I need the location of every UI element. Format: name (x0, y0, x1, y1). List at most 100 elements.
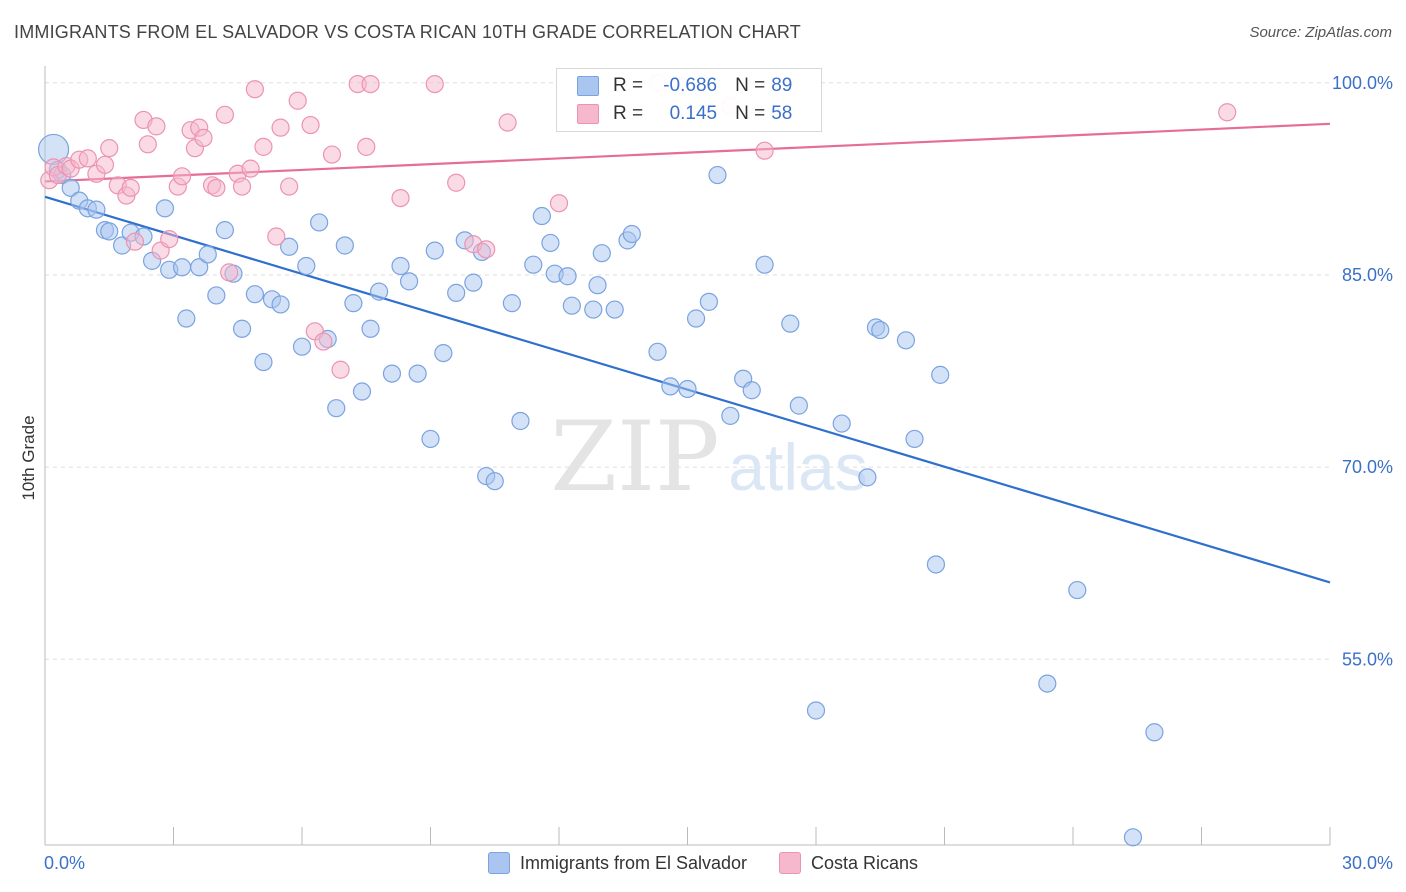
point-el-salvador (926, 555, 946, 574)
point-el-salvador (806, 701, 826, 720)
point-el-salvador (408, 364, 427, 383)
point-el-salvador (361, 319, 380, 338)
trend-line-costa-ricans (44, 122, 1331, 183)
point-el-salvador (708, 165, 727, 185)
correlation-legend: R = -0.686 N = 89 R = 0.145 N = 58 (556, 68, 822, 132)
point-costa-ricans (280, 177, 299, 196)
point-el-salvador (215, 221, 234, 240)
legend-r-label: R = (613, 75, 644, 96)
point-costa-ricans (207, 178, 226, 197)
point-costa-ricans (215, 105, 234, 124)
series-swatch-pink (779, 852, 802, 874)
point-el-salvador (592, 244, 611, 263)
x-tick-labels: 0.0% 30.0% (44, 853, 1393, 873)
x-tick-label: 0.0% (44, 853, 85, 873)
axes (44, 66, 1331, 846)
point-el-salvador (425, 241, 444, 260)
point-el-salvador (686, 309, 706, 328)
point-costa-ricans (498, 113, 517, 132)
y-tick-label: 85.0% (1342, 265, 1393, 285)
y-tick-label: 70.0% (1342, 457, 1393, 477)
point-el-salvador (648, 342, 667, 361)
point-costa-ricans (314, 332, 333, 351)
point-costa-ricans (160, 229, 179, 249)
point-costa-ricans (147, 117, 166, 136)
point-costa-ricans (357, 137, 376, 156)
point-el-salvador (588, 276, 607, 295)
point-el-salvador (335, 236, 354, 255)
point-costa-ricans (267, 227, 286, 246)
point-costa-ricans (425, 74, 444, 94)
point-el-salvador (172, 258, 192, 277)
point-costa-ricans (138, 135, 157, 154)
x-tick-label: 30.0% (1342, 853, 1393, 873)
y-axis-label: 10th Grade (19, 415, 38, 500)
point-el-salvador (622, 224, 641, 244)
legend-r-label: R = (613, 103, 644, 124)
point-el-salvador (280, 237, 299, 256)
point-el-salvador (399, 272, 419, 291)
point-el-salvador (742, 381, 761, 400)
point-costa-ricans (245, 80, 264, 99)
point-el-salvador (896, 331, 916, 350)
point-el-salvador (871, 320, 890, 340)
point-el-salvador (382, 364, 402, 383)
point-el-salvador (781, 314, 800, 333)
point-el-salvador (61, 178, 80, 197)
legend-swatch-blue (577, 76, 599, 96)
point-costa-ricans (361, 74, 380, 94)
series-legend-el-salvador[interactable]: Immigrants from El Salvador (487, 852, 748, 874)
point-costa-ricans (254, 137, 273, 156)
point-el-salvador (699, 292, 719, 311)
point-el-salvador (1068, 580, 1087, 600)
point-el-salvador (100, 222, 119, 241)
watermark-zip: ZIP (550, 401, 719, 513)
source-label: Source: ZipAtlas.com (1249, 24, 1392, 41)
point-costa-ricans (241, 159, 260, 178)
series-legend: Immigrants from El Salvador Costa Ricans (0, 852, 1406, 874)
point-costa-ricans (78, 149, 97, 168)
point-el-salvador (155, 199, 175, 218)
point-costa-ricans (549, 194, 569, 213)
y-tick-label: 100.0% (1332, 73, 1393, 93)
point-el-salvador (485, 472, 504, 491)
point-el-salvador (605, 300, 624, 319)
point-costa-ricans (232, 177, 252, 196)
legend-n-value: 58 (771, 103, 793, 124)
point-el-salvador (254, 352, 273, 372)
point-costa-ricans (391, 188, 410, 208)
point-el-salvador (931, 365, 950, 384)
point-el-salvador (327, 399, 346, 418)
point-el-salvador (541, 233, 560, 253)
watermark-atlas: atlas (728, 430, 867, 504)
point-costa-ricans (121, 178, 140, 197)
point-el-salvador (721, 406, 740, 425)
series-label-el-salvador: Immigrants from El Salvador (519, 852, 748, 873)
legend-n-label: N = (735, 103, 766, 124)
series-swatch-blue (487, 852, 510, 874)
point-el-salvador (584, 300, 603, 319)
legend-r-value: 0.145 (669, 103, 718, 124)
point-el-salvador (464, 273, 483, 292)
point-el-salvador (87, 200, 106, 219)
point-el-salvador (198, 245, 217, 264)
point-el-salvador (661, 377, 680, 396)
point-costa-ricans (301, 115, 320, 135)
point-el-salvador (352, 382, 372, 401)
point-costa-ricans (755, 141, 774, 160)
legend-row-el-salvador: R = -0.686 N = 89 (577, 75, 792, 97)
point-costa-ricans (322, 145, 342, 164)
point-el-salvador (447, 283, 466, 302)
point-costa-ricans (288, 91, 307, 110)
point-el-salvador (511, 411, 530, 431)
point-costa-ricans (125, 232, 145, 251)
point-el-salvador (370, 282, 389, 301)
point-costa-ricans (271, 118, 290, 137)
series-legend-costa-ricans[interactable]: Costa Ricans (779, 852, 918, 874)
point-el-salvador (858, 468, 877, 487)
point-el-salvador (177, 309, 196, 328)
point-el-salvador (421, 429, 440, 449)
point-el-salvador (832, 414, 851, 433)
point-el-salvador (434, 343, 453, 363)
